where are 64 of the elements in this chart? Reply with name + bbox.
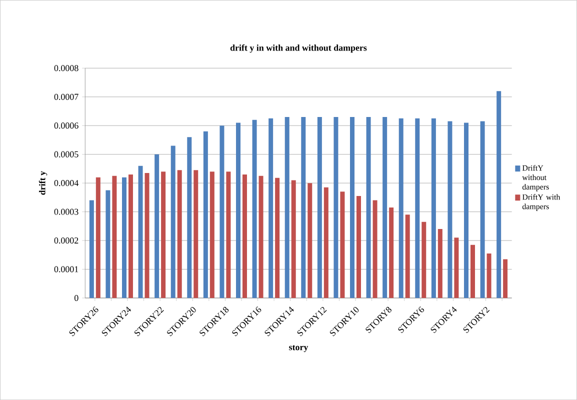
bar (112, 176, 117, 298)
y-tick-label: 0.0007 (54, 94, 78, 100)
bar (203, 131, 208, 298)
y-tick-label: 0.0002 (54, 237, 78, 244)
bar (252, 120, 257, 298)
y-tick-label: 0.0006 (54, 122, 78, 129)
bar (415, 118, 420, 298)
bar (372, 200, 378, 298)
bar (275, 178, 280, 298)
bar (480, 121, 485, 298)
bar (389, 207, 394, 298)
x-axis-title: story (289, 345, 308, 352)
bar (301, 116, 306, 298)
chart-title: drift y in with and without dampers (230, 44, 367, 53)
bar (382, 116, 388, 298)
bar (144, 172, 150, 298)
bar (284, 116, 290, 298)
bar (170, 146, 176, 298)
bar (398, 118, 404, 298)
bar (89, 200, 94, 298)
bar (220, 126, 224, 298)
bar (242, 174, 247, 298)
bar (448, 121, 452, 298)
bar (187, 137, 192, 298)
bar (366, 116, 371, 298)
bar (96, 177, 100, 298)
bar (438, 228, 442, 298)
bar (340, 192, 345, 298)
bar (210, 172, 214, 298)
bar (194, 170, 198, 298)
bar (226, 172, 231, 298)
bar (308, 183, 312, 298)
bar (258, 176, 264, 298)
bar (268, 118, 274, 298)
bar (122, 177, 126, 298)
bar (422, 222, 426, 298)
bar (405, 214, 410, 298)
bar (464, 122, 468, 298)
bar (154, 154, 160, 298)
y-tick-label: 0.0001 (54, 266, 78, 272)
bar (177, 170, 182, 298)
bar (496, 91, 502, 298)
bar (324, 187, 328, 298)
y-tick-label: 0.0003 (54, 208, 78, 215)
bar (317, 116, 322, 298)
bar (236, 122, 240, 298)
bar (356, 196, 361, 298)
y-tick-label: 0.0008 (54, 65, 78, 72)
y-tick-label: 0.0004 (54, 180, 78, 186)
bar (503, 259, 508, 298)
bar (291, 180, 296, 298)
bar (470, 244, 475, 298)
y-tick-label: 0.0005 (54, 151, 78, 158)
bar (454, 238, 459, 298)
bar (431, 118, 436, 298)
y-tick-label: 0 (74, 294, 78, 301)
bar (106, 190, 110, 298)
bar (138, 166, 143, 298)
y-axis-title: drift y (38, 171, 48, 195)
bar (334, 116, 338, 298)
bar (350, 116, 354, 298)
bar (486, 253, 492, 298)
bar (128, 174, 133, 298)
bar (161, 172, 166, 298)
